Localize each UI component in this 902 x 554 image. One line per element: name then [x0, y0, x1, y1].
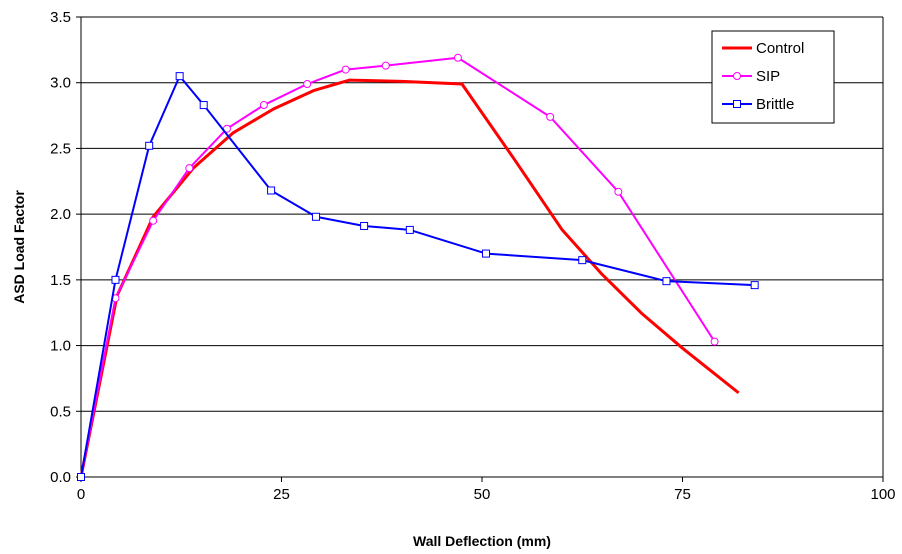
series-line	[80, 75, 755, 478]
data-point-square	[482, 249, 491, 258]
legend: Control SIP Brittle	[711, 30, 835, 124]
data-point-square	[175, 72, 184, 81]
legend-item-control: Control	[722, 40, 804, 57]
legend-label: Control	[756, 40, 804, 57]
data-point-square	[750, 281, 759, 290]
y-axis-title: ASD Load Factor	[11, 190, 27, 304]
data-point-circle	[149, 216, 158, 225]
data-point-square	[733, 100, 741, 108]
data-point-square	[77, 473, 85, 481]
y-tick-label: 0.0	[50, 469, 71, 486]
data-point-circle	[303, 80, 312, 89]
legend-item-sip: SIP	[722, 68, 780, 85]
legend-label: Brittle	[756, 96, 794, 113]
data-point-square	[111, 275, 120, 284]
series-brittle	[77, 72, 759, 481]
series-line	[79, 78, 740, 478]
x-tick-label: 25	[273, 486, 290, 503]
y-tick-label: 1.5	[50, 272, 71, 289]
data-point-circle	[453, 53, 462, 62]
y-tick-label: 3.0	[50, 75, 71, 92]
x-tick-label: 100	[870, 486, 895, 503]
series-sip	[77, 53, 719, 481]
data-point-circle	[546, 112, 555, 121]
tick-labels: 0.0 0.5 1.0 1.5 2.0 2.5 3.0 3.5 0 25 50 75 100	[50, 9, 895, 503]
data-point-circle	[381, 61, 390, 70]
y-tick-label: 0.5	[50, 403, 71, 420]
series-lines	[77, 53, 759, 481]
x-axis-title: Wall Deflection (mm)	[413, 533, 551, 549]
data-point-circle	[710, 337, 719, 346]
data-point-circle	[341, 65, 350, 74]
axes	[76, 16, 884, 482]
data-point-square	[578, 256, 587, 265]
data-point-square	[405, 225, 414, 234]
x-tick-label: 50	[474, 486, 491, 503]
data-point-square	[267, 186, 276, 195]
legend-label: SIP	[756, 68, 780, 85]
legend-item-brittle: Brittle	[722, 96, 794, 113]
series-control	[79, 78, 740, 478]
series-line	[80, 56, 716, 478]
data-point-circle	[733, 72, 741, 80]
data-point-square	[662, 277, 671, 286]
data-point-square	[199, 101, 208, 110]
data-point-circle	[185, 164, 194, 173]
data-point-square	[311, 212, 320, 221]
x-tick-label: 0	[77, 486, 85, 503]
y-tick-label: 2.5	[50, 140, 71, 157]
data-point-circle	[614, 187, 623, 196]
y-tick-label: 2.0	[50, 206, 71, 223]
data-point-square	[145, 141, 154, 150]
data-point-circle	[259, 101, 268, 110]
x-tick-label: 75	[674, 486, 691, 503]
y-tick-label: 3.5	[50, 9, 71, 26]
y-tick-label: 1.0	[50, 338, 71, 355]
data-point-square	[360, 221, 369, 230]
